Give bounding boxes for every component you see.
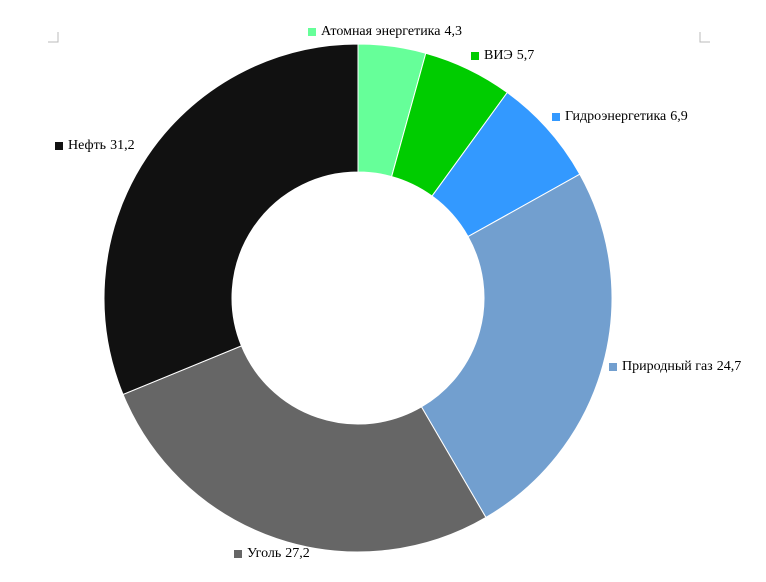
legend-swatch <box>55 142 63 150</box>
corner-mark <box>699 32 710 43</box>
label-value: 4,3 <box>445 24 463 39</box>
label-name: Атомная энергетика <box>321 24 441 39</box>
legend-swatch <box>552 113 560 121</box>
data-label: Нефть 31,2 <box>68 138 135 153</box>
donut-slice <box>103 43 359 396</box>
label-value: 31,2 <box>110 138 135 153</box>
data-label: Атомная энергетика 4,3 <box>321 24 462 39</box>
legend-swatch <box>471 52 479 60</box>
label-name: ВИЭ <box>484 48 513 63</box>
label-value: 5,7 <box>517 48 535 63</box>
label-value: 24,7 <box>717 359 742 374</box>
corner-mark <box>48 32 59 43</box>
legend-swatch <box>609 363 617 371</box>
label-name: Уголь <box>247 546 281 561</box>
data-label: Гидроэнергетика 6,9 <box>565 109 688 124</box>
donut-slice <box>122 345 487 553</box>
data-label: Уголь 27,2 <box>247 546 310 561</box>
label-value: 6,9 <box>670 109 688 124</box>
label-name: Нефть <box>68 138 106 153</box>
label-name: Гидроэнергетика <box>565 109 667 124</box>
legend-swatch <box>234 550 242 558</box>
label-name: Природный газ <box>622 359 713 374</box>
data-label: ВИЭ 5,7 <box>484 48 534 63</box>
legend-swatch <box>308 28 316 36</box>
label-value: 27,2 <box>285 546 310 561</box>
data-label: Природный газ 24,7 <box>622 359 741 374</box>
donut-slice <box>420 173 613 519</box>
